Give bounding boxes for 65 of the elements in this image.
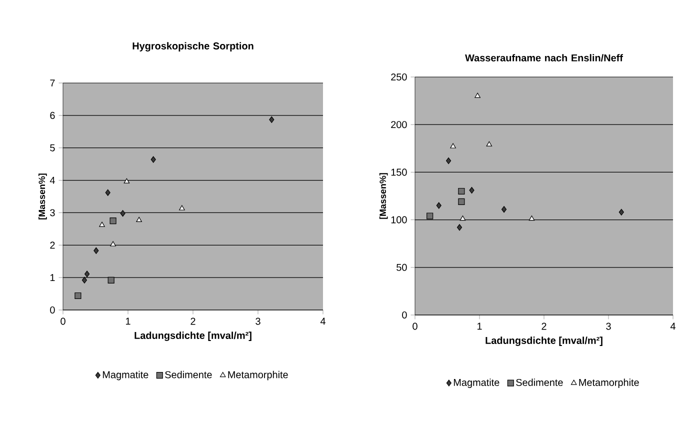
point xyxy=(528,216,535,221)
y-tick-label: 250 xyxy=(391,73,407,81)
point xyxy=(110,241,116,246)
y-tick-label: 3 xyxy=(50,209,55,216)
legend-label: Sedimente xyxy=(165,370,212,378)
point xyxy=(105,189,110,196)
point xyxy=(74,292,82,300)
x-axis-title: Ladungsdichte [mval/m²] xyxy=(134,332,252,341)
point xyxy=(450,143,456,148)
point xyxy=(179,205,185,210)
y-tick-label: 150 xyxy=(391,168,407,176)
y-tick-label: 6 xyxy=(50,112,55,119)
x-tick-label: 0 xyxy=(412,322,418,330)
x-tick-label: 0 xyxy=(60,318,66,325)
y-tick-label: 0 xyxy=(50,306,55,314)
x-tick-label: 2 xyxy=(542,322,546,330)
point xyxy=(469,186,474,194)
point xyxy=(82,276,87,284)
point xyxy=(436,202,442,209)
point xyxy=(618,208,624,216)
point xyxy=(501,206,507,213)
point xyxy=(99,222,105,227)
legend-label: Metamorphite xyxy=(228,370,288,380)
point xyxy=(486,141,492,146)
y-axis-title: [Massen%] xyxy=(38,174,47,220)
point xyxy=(150,156,156,163)
x-tick-label: 1 xyxy=(478,322,482,330)
x-tick-label: 3 xyxy=(256,318,260,325)
y-tick-label: 1 xyxy=(50,274,55,281)
point xyxy=(136,216,142,222)
x-tick-label: 3 xyxy=(606,322,611,330)
x-tick-label: 4 xyxy=(670,322,676,330)
point xyxy=(456,224,462,231)
y-tick-label: 200 xyxy=(391,121,407,128)
point xyxy=(269,116,274,123)
legend-label: Sedimente xyxy=(516,378,563,386)
point xyxy=(446,157,452,164)
legend-label: Magmatite xyxy=(102,370,148,380)
y-tick-label: 100 xyxy=(391,216,407,224)
point xyxy=(110,218,116,224)
x-tick-label: 4 xyxy=(320,318,326,325)
legend-label: Metamorphite xyxy=(579,378,639,388)
point xyxy=(474,92,480,98)
point xyxy=(120,210,126,217)
legend-label: Magmatite xyxy=(454,378,500,388)
point xyxy=(458,188,465,195)
point xyxy=(458,198,465,205)
x-axis-title: Ladungsdichte [mval/m²] xyxy=(486,336,602,346)
y-tick-label: 7 xyxy=(50,80,55,86)
chart-title: Hygroskopische Sorption xyxy=(132,42,254,52)
x-tick-label: 2 xyxy=(190,318,196,325)
point xyxy=(94,247,99,254)
y-tick-label: 0 xyxy=(402,311,407,319)
point xyxy=(84,270,90,278)
y-tick-label: 2 xyxy=(50,242,55,249)
y-axis-title: [Massen%] xyxy=(379,173,388,219)
y-tick-label: 5 xyxy=(50,144,55,152)
point xyxy=(108,276,114,284)
point xyxy=(124,178,130,184)
y-tick-label: 50 xyxy=(396,264,407,271)
point xyxy=(426,212,434,220)
x-tick-label: 1 xyxy=(126,318,130,325)
chart-title: Wasseraufname nach Enslin/Neff xyxy=(465,54,624,62)
y-tick-label: 4 xyxy=(50,176,55,184)
point xyxy=(460,216,466,221)
